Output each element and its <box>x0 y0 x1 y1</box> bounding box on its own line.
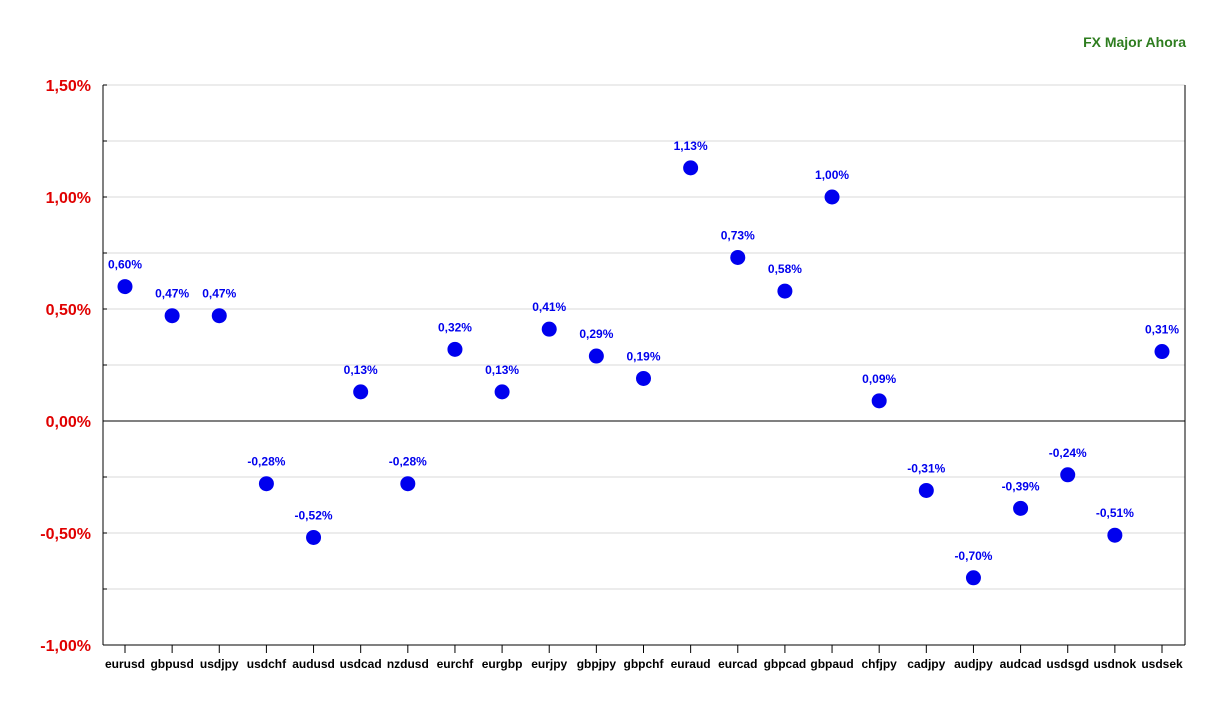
data-label: 0,73% <box>721 228 755 242</box>
x-tick-label: euraud <box>671 657 711 671</box>
y-tick-label: 0,50% <box>46 302 91 319</box>
x-tick-label: eurcad <box>718 657 757 671</box>
data-label: -0,70% <box>954 549 992 563</box>
data-point <box>777 283 793 299</box>
x-tick-label: usdjpy <box>200 657 239 671</box>
data-label: 1,00% <box>815 168 849 182</box>
data-point <box>824 189 840 205</box>
data-label: 0,32% <box>438 320 472 334</box>
data-point <box>541 321 557 337</box>
data-label: 0,47% <box>155 287 189 301</box>
data-point <box>258 476 274 492</box>
data-label: 0,29% <box>579 327 613 341</box>
data-point <box>400 476 416 492</box>
y-tick-label: -0,50% <box>40 526 91 543</box>
data-label: 0,47% <box>202 287 236 301</box>
data-label: 0,19% <box>626 349 660 363</box>
data-point <box>306 529 322 545</box>
x-tick-label: usdsek <box>1141 657 1183 671</box>
data-point <box>447 341 463 357</box>
data-point <box>494 384 510 400</box>
data-point <box>1060 467 1076 483</box>
x-tick-label: usdsgd <box>1046 657 1089 671</box>
data-point <box>164 308 180 324</box>
data-point <box>1154 344 1170 360</box>
data-label: 0,13% <box>485 363 519 377</box>
data-label: -0,39% <box>1002 479 1040 493</box>
x-tick-label: gbpchf <box>624 657 665 671</box>
x-tick-label: usdcad <box>340 657 382 671</box>
x-tick-label: cadjpy <box>907 657 945 671</box>
data-point <box>636 370 651 386</box>
data-label: 1,13% <box>674 139 708 153</box>
data-label: 0,58% <box>768 262 802 276</box>
x-tick-label: usdchf <box>247 657 287 671</box>
x-tick-label: gbpcad <box>764 657 807 671</box>
data-label: -0,28% <box>389 455 427 469</box>
data-label: -0,51% <box>1096 506 1134 520</box>
x-tick-label: eurjpy <box>531 657 567 671</box>
x-tick-label: usdnok <box>1094 657 1137 671</box>
data-point <box>211 308 227 324</box>
x-tick-label: gbpusd <box>150 657 193 671</box>
x-tick-label: audusd <box>292 657 335 671</box>
data-point <box>683 160 699 176</box>
data-point <box>588 348 604 364</box>
brand-label: FX Major Ahora <box>1083 34 1186 50</box>
x-tick-label: eurgbp <box>482 657 523 671</box>
x-tick-label: nzdusd <box>387 657 429 671</box>
y-tick-label: 0,00% <box>46 414 91 431</box>
data-label: 0,13% <box>344 363 378 377</box>
x-tick-label: audcad <box>1000 657 1042 671</box>
data-label: -0,28% <box>247 455 285 469</box>
data-point <box>871 393 887 409</box>
x-tick-label: gbpjpy <box>577 657 617 671</box>
data-point <box>353 384 369 400</box>
data-point <box>1013 500 1029 516</box>
data-label: 0,41% <box>532 300 566 314</box>
x-tick-label: gbpaud <box>810 657 853 671</box>
data-point <box>117 279 133 295</box>
data-label: -0,31% <box>907 461 945 475</box>
data-point <box>1107 527 1123 543</box>
data-point <box>918 482 934 498</box>
data-point <box>730 249 746 265</box>
data-point <box>965 570 981 586</box>
x-tick-label: eurchf <box>437 657 475 671</box>
y-tick-label: 1,00% <box>46 190 91 207</box>
data-label: -0,52% <box>295 508 333 522</box>
y-tick-label: 1,50% <box>46 78 91 95</box>
data-label: 0,60% <box>108 258 142 272</box>
y-tick-label: -1,00% <box>40 638 91 655</box>
data-label: 0,09% <box>862 372 896 386</box>
x-tick-label: chfjpy <box>862 657 898 671</box>
data-label: 0,31% <box>1145 323 1179 337</box>
x-tick-label: eurusd <box>105 657 145 671</box>
data-label: -0,24% <box>1049 446 1087 460</box>
x-tick-label: audjpy <box>954 657 993 671</box>
